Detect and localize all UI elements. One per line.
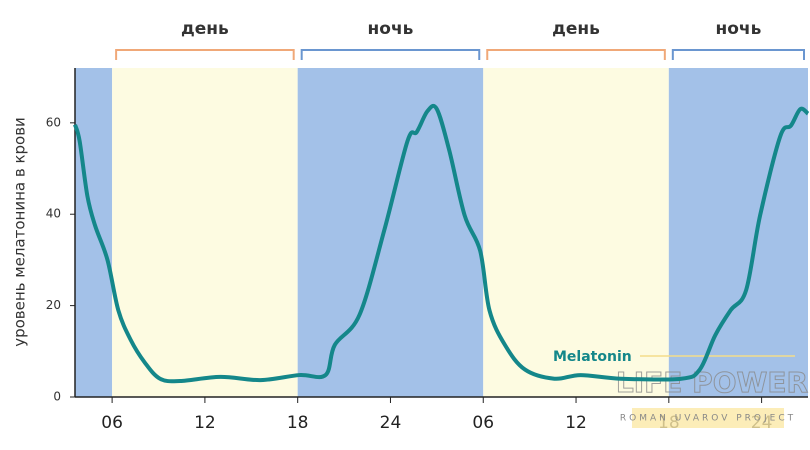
period-label: ночь <box>715 19 761 39</box>
y-tick-label: 0 <box>53 390 61 404</box>
period-band <box>297 68 484 397</box>
period-bracket <box>115 49 295 60</box>
melatonin-line <box>73 103 810 384</box>
period-band <box>483 68 669 397</box>
period-bracket <box>300 49 481 60</box>
period-label: день <box>552 19 600 39</box>
x-tick-label: 12 <box>194 413 216 433</box>
x-tick-label: 06 <box>101 413 123 433</box>
watermark-strip <box>632 408 784 428</box>
y-tick-label: 40 <box>46 207 61 221</box>
period-bracket <box>671 49 805 60</box>
period-bracket <box>486 49 666 60</box>
y-tick-label: 60 <box>46 115 61 129</box>
period-band <box>75 68 113 397</box>
x-tick-label: 24 <box>380 413 402 433</box>
period-label: день <box>181 19 229 39</box>
x-tick-label: 18 <box>287 413 309 433</box>
period-band <box>668 68 808 397</box>
watermark-subtitle: ROMAN UVAROV PROJECT <box>620 414 796 424</box>
x-tick-label: 06 <box>472 413 494 433</box>
x-tick-label: 12 <box>565 413 587 433</box>
period-label: ночь <box>368 19 414 39</box>
series-label: Melatonin <box>553 349 632 365</box>
y-tick-label: 20 <box>46 298 61 312</box>
watermark-title: LIFE POWER <box>616 366 808 399</box>
period-band <box>112 68 298 397</box>
y-axis-label: уровень мелатонина в крови <box>11 117 29 347</box>
